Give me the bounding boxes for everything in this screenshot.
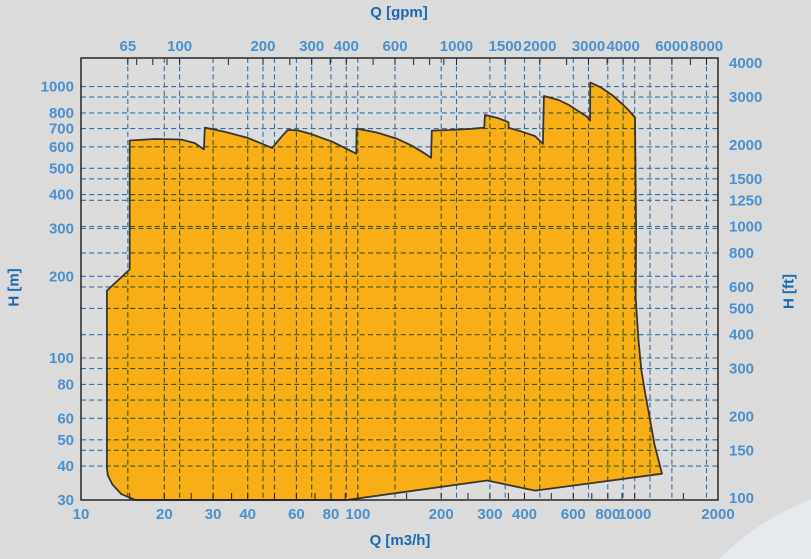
tick-label: 20 bbox=[156, 506, 173, 523]
tick-label: 1000 bbox=[618, 506, 651, 523]
tick-label: 200 bbox=[729, 408, 754, 425]
tick-label: 60 bbox=[57, 410, 74, 427]
tick-label: 300 bbox=[477, 506, 502, 523]
tick-label: 80 bbox=[57, 376, 74, 393]
envelope-outline bbox=[106, 81, 663, 501]
tick-label: 400 bbox=[729, 327, 754, 344]
tick-label: 800 bbox=[729, 245, 754, 262]
tick-label: 200 bbox=[429, 506, 454, 523]
envelope-area bbox=[106, 82, 662, 501]
tick-label: 100 bbox=[167, 38, 192, 55]
plot-border bbox=[80, 57, 719, 501]
tick-label: 30 bbox=[205, 506, 222, 523]
tick-label: 80 bbox=[323, 506, 340, 523]
tick-label: 40 bbox=[57, 458, 74, 475]
tick-label: 100 bbox=[49, 350, 74, 367]
tick-label: 600 bbox=[729, 279, 754, 296]
tick-label: 500 bbox=[729, 300, 754, 317]
x-top-tick-labels: 65 100 200 300 400 600 1000 1500 2000 3000 4000 600… bbox=[119, 38, 723, 55]
x-axis-bottom-title: Q [m3/h] bbox=[369, 532, 431, 549]
tick-label: 600 bbox=[383, 38, 408, 55]
tick-label: 8000 bbox=[690, 38, 723, 55]
axis-tick-marks bbox=[127, 59, 707, 499]
tick-label: 500 bbox=[49, 160, 74, 177]
tick-label: 1000 bbox=[729, 219, 762, 236]
tick-label: 1000 bbox=[41, 79, 74, 96]
tick-label: 4000 bbox=[606, 38, 639, 55]
tick-label: 4000 bbox=[729, 55, 762, 72]
tick-label: 400 bbox=[49, 187, 74, 204]
tick-label: 50 bbox=[57, 432, 74, 449]
tick-label: 700 bbox=[49, 121, 74, 138]
tick-label: 300 bbox=[49, 221, 74, 238]
tick-label: 800 bbox=[595, 506, 620, 523]
watermark-circle bbox=[719, 499, 811, 559]
tick-label: 3000 bbox=[572, 38, 605, 55]
tick-label: 60 bbox=[288, 506, 305, 523]
tick-label: 1500 bbox=[729, 171, 762, 188]
y-axis-right-title: H [ft] bbox=[780, 274, 798, 309]
tick-label: 200 bbox=[250, 38, 275, 55]
tick-label: 150 bbox=[729, 442, 754, 459]
tick-label: 40 bbox=[239, 506, 256, 523]
tick-label: 2000 bbox=[523, 38, 556, 55]
y-right-tick-labels: 100 150 200 300 400 500 600 800 1000 1250 1500 2000… bbox=[729, 55, 762, 507]
tick-label: 100 bbox=[729, 490, 754, 507]
tick-label: 3000 bbox=[729, 89, 762, 106]
tick-label: 300 bbox=[729, 361, 754, 378]
tick-label: 300 bbox=[299, 38, 324, 55]
tick-label: 2000 bbox=[729, 137, 762, 154]
tick-label: 65 bbox=[119, 38, 136, 55]
tick-label: 10 bbox=[73, 506, 90, 523]
tick-label: 6000 bbox=[655, 38, 688, 55]
tick-label: 30 bbox=[57, 492, 74, 509]
y-axis-left-title: H [m] bbox=[5, 268, 23, 307]
tick-label: 800 bbox=[49, 105, 74, 122]
tick-label: 400 bbox=[334, 38, 359, 55]
tick-label: 100 bbox=[345, 506, 370, 523]
tick-label: 2000 bbox=[701, 506, 734, 523]
tick-label: 1500 bbox=[489, 38, 522, 55]
x-axis-top-title: Q [gpm] bbox=[370, 4, 428, 21]
tick-label: 400 bbox=[512, 506, 537, 523]
tick-label: 200 bbox=[49, 268, 74, 285]
tick-label: 600 bbox=[561, 506, 586, 523]
tick-label: 1250 bbox=[729, 192, 762, 209]
tick-label: 1000 bbox=[440, 38, 473, 55]
tick-label: 600 bbox=[49, 139, 74, 156]
